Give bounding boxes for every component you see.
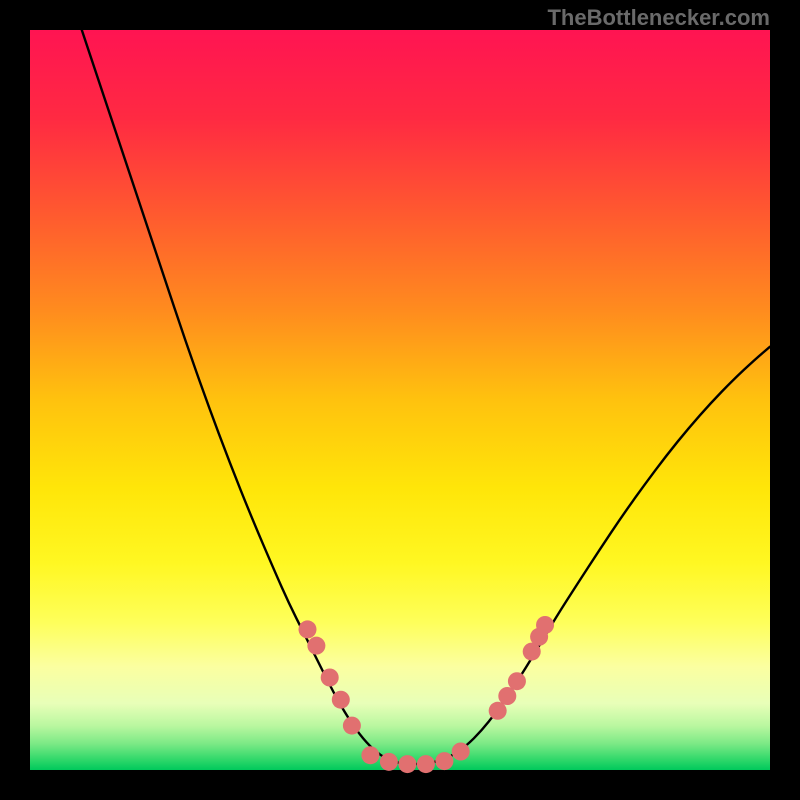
chart-stage: TheBottlenecker.com xyxy=(0,0,800,800)
curve-marker xyxy=(361,746,379,764)
curve-marker xyxy=(417,755,435,773)
curve-marker xyxy=(398,755,416,773)
curve-marker xyxy=(536,616,554,634)
curve-marker xyxy=(508,672,526,690)
curve-marker xyxy=(498,687,516,705)
curve-marker xyxy=(452,743,470,761)
curve-marker xyxy=(489,702,507,720)
gradient-background xyxy=(30,30,770,770)
curve-marker xyxy=(380,753,398,771)
curve-marker xyxy=(435,752,453,770)
curve-marker xyxy=(343,717,361,735)
bottleneck-chart xyxy=(0,0,800,800)
curve-marker xyxy=(299,620,317,638)
curve-marker xyxy=(332,691,350,709)
curve-marker xyxy=(307,637,325,655)
curve-marker xyxy=(321,669,339,687)
